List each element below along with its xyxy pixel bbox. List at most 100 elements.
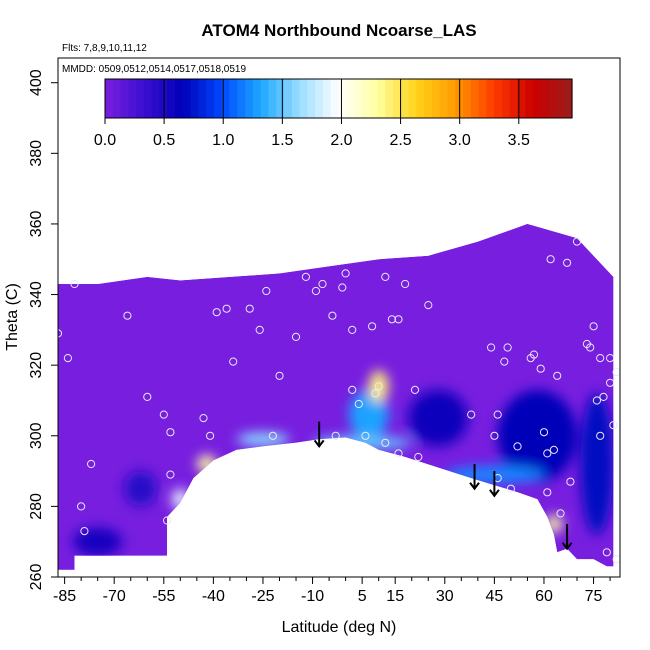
flight-point <box>596 431 605 440</box>
colorbar-segment <box>245 79 254 118</box>
colorbar-tick-label: 0.5 <box>153 132 175 149</box>
flight-point <box>592 396 602 405</box>
colorbar-segment <box>369 79 379 118</box>
colorbar-segment <box>322 79 332 118</box>
colorbar-segment <box>221 79 231 118</box>
arrow-head <box>313 439 325 449</box>
colorbar-segment <box>509 79 519 118</box>
flight-point <box>612 555 620 564</box>
flight-point <box>401 279 410 289</box>
colorbar-tick-label: 2.5 <box>389 132 411 149</box>
colorbar-segment <box>291 79 301 118</box>
flight-point <box>199 414 208 423</box>
flight-point <box>206 431 215 440</box>
flight-point <box>63 354 73 363</box>
x-tick-label: -70 <box>103 588 126 605</box>
colorbar-segment <box>307 79 316 118</box>
flight-point <box>493 410 502 419</box>
y-tick-label: 280 <box>28 493 45 520</box>
colorbar-segment <box>112 79 122 118</box>
flight-point <box>311 286 320 296</box>
data-feature <box>408 389 469 447</box>
arrow-head <box>469 482 480 491</box>
flight-point <box>503 343 512 352</box>
colorbar-segment <box>182 79 192 118</box>
flight-point <box>490 431 499 440</box>
colorbar-tick-label: 0.0 <box>94 132 116 149</box>
arrow-marker <box>561 524 573 551</box>
x-axis-label: Latitude (deg N) <box>282 619 397 636</box>
flight-point <box>87 459 96 469</box>
x-tick-label: 30 <box>436 588 454 605</box>
colorbar-segment <box>229 79 238 118</box>
flight-point <box>341 269 350 278</box>
flight-point <box>331 431 340 440</box>
colorbar-segment <box>525 79 534 118</box>
y-axis-label: Theta (C) <box>4 283 21 351</box>
arrow-marker <box>313 421 325 449</box>
flight-point <box>536 364 545 373</box>
flight-point <box>361 431 370 440</box>
flight-point <box>609 421 618 430</box>
flight-point <box>500 357 509 366</box>
flight-point <box>467 410 476 419</box>
x-tick-label: 5 <box>358 588 367 605</box>
colorbar-segment <box>478 79 487 118</box>
flight-point <box>348 325 357 334</box>
y-tick-label: 300 <box>28 422 45 449</box>
data-field <box>58 223 620 570</box>
x-tick-label: 45 <box>485 588 503 605</box>
data-feature <box>580 393 614 535</box>
colorbar-segment <box>385 79 394 118</box>
flight-point <box>143 392 152 401</box>
colorbar-segment <box>416 79 425 118</box>
x-tick-label: -85 <box>53 588 76 605</box>
colorbar-segment <box>190 79 199 118</box>
x-tick-label: -40 <box>202 588 225 605</box>
colorbar-segment <box>213 79 223 118</box>
data-feature <box>196 455 217 473</box>
colorbar-segment <box>284 79 293 118</box>
flight-point <box>368 322 377 331</box>
flight-point <box>410 385 420 394</box>
flight-point <box>513 442 522 451</box>
x-tick-label: -55 <box>152 588 175 605</box>
colorbar-segment <box>260 79 270 118</box>
flight-point <box>212 308 221 317</box>
flight-point <box>602 548 611 557</box>
flight-point <box>222 304 231 313</box>
colorbar-segment <box>128 79 137 118</box>
colorbar-segment <box>151 79 161 118</box>
data-feature <box>349 389 389 440</box>
flight-point <box>612 368 620 377</box>
x-axis: -85 -70 -55 -40 -25 -10 5 15 30 45 60 75 <box>53 577 611 605</box>
flight-point <box>487 343 496 352</box>
flight-point <box>596 354 605 363</box>
plot-frame <box>57 57 621 578</box>
flight-point <box>556 509 565 518</box>
flight-point <box>354 399 363 409</box>
colorbar-segment <box>136 79 145 118</box>
flight-point <box>549 445 559 454</box>
flight-point <box>529 350 539 359</box>
arrow-markers <box>313 421 573 551</box>
colorbar-segment <box>198 79 207 118</box>
x-tick-label: -25 <box>251 588 274 605</box>
x-tick-label: 60 <box>535 588 553 605</box>
y-tick-label: 360 <box>28 210 45 237</box>
colorbar-segment <box>431 79 441 118</box>
colorbar-tick-label: 1.5 <box>271 132 293 149</box>
flight-point <box>328 311 337 320</box>
flight-point <box>424 301 433 310</box>
flight-point <box>77 502 86 511</box>
flight-point <box>123 311 132 320</box>
colorbar-segment <box>338 79 347 118</box>
flight-point <box>553 371 562 380</box>
colorbar-tick-label: 1.0 <box>212 132 234 149</box>
chart-title: ATOM4 Northbound Ncoarse_LAS <box>201 21 476 40</box>
y-tick-label: 380 <box>28 140 45 167</box>
colorbar-segment <box>447 79 456 118</box>
colorbar-segment <box>400 79 410 118</box>
colorbar-segment <box>237 79 246 118</box>
